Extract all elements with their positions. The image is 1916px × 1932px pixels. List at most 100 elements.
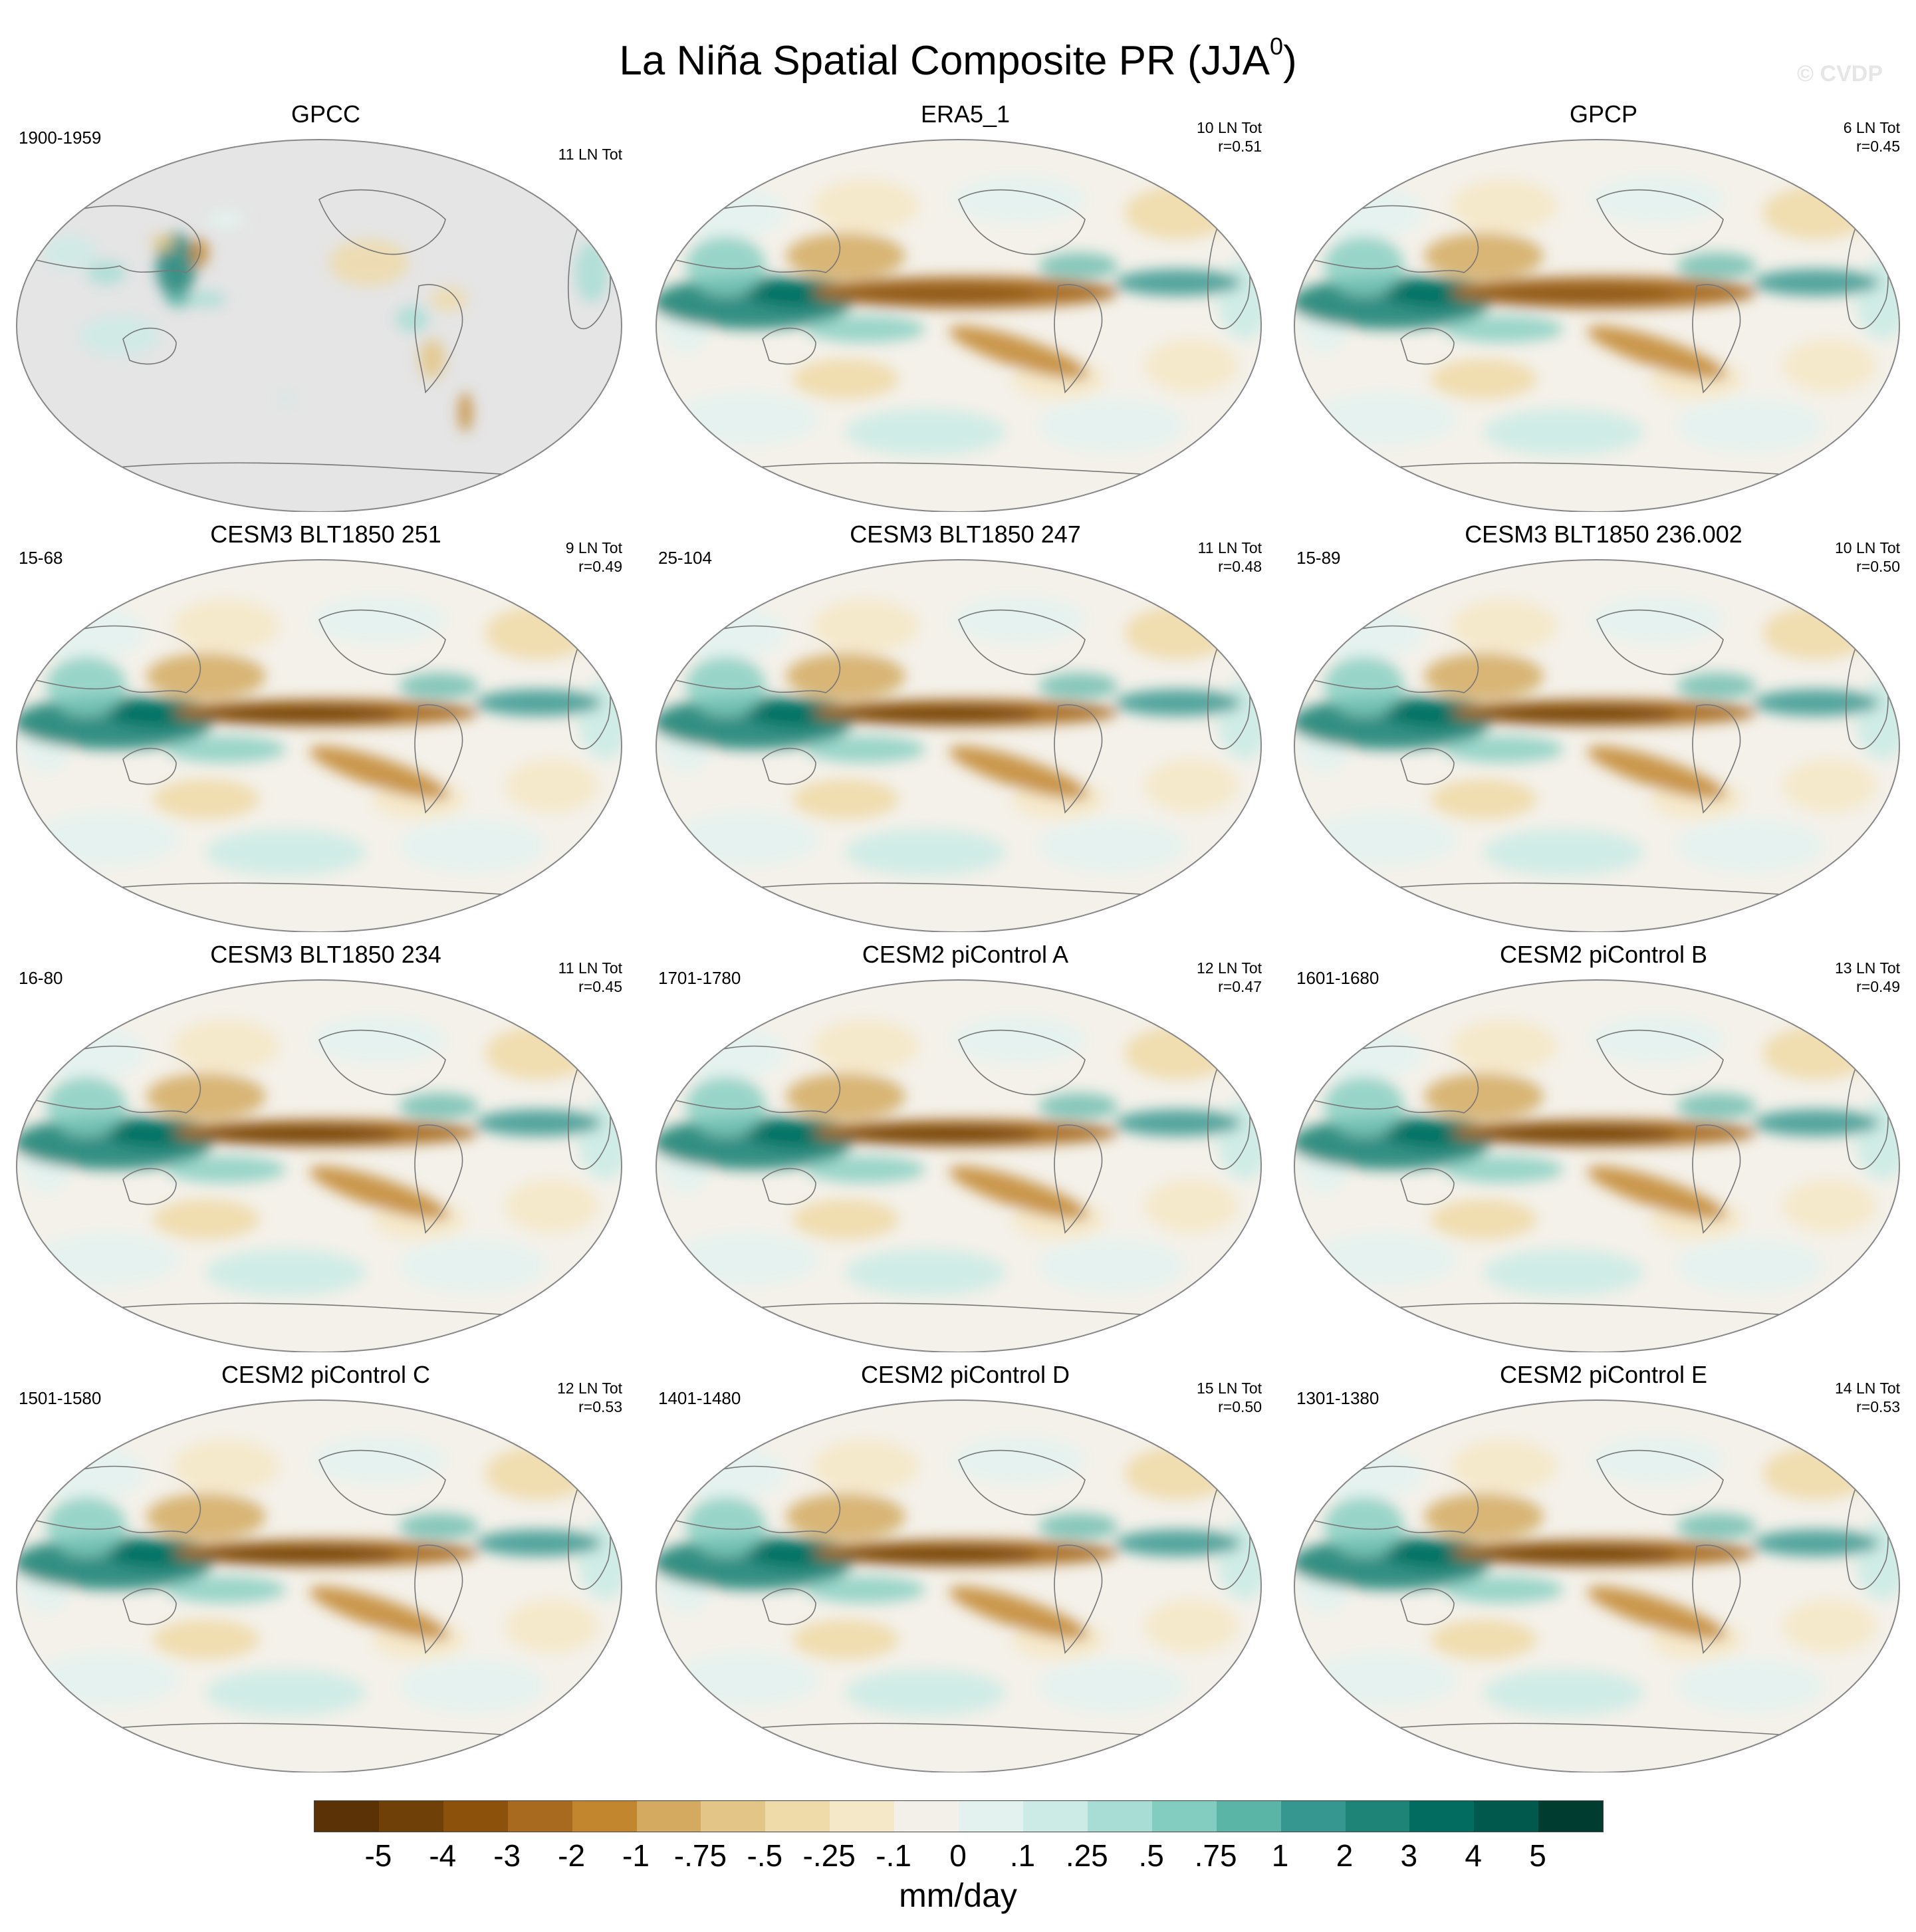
- ln-total: 6 LN Tot: [1843, 119, 1900, 136]
- map-field: [17, 140, 622, 512]
- map-field: [656, 140, 1261, 512]
- panel-stats: 12 LN Tot r=0.53: [557, 1379, 622, 1416]
- continent-outline: [414, 284, 463, 394]
- panel-title: CESM3 BLT1850 251: [210, 521, 441, 548]
- colorbar-tick-label: -5: [364, 1838, 392, 1873]
- colorbar-tick-label: .25: [1065, 1838, 1108, 1873]
- colorbar-tick-label: -.25: [802, 1838, 856, 1873]
- map-field: [17, 560, 622, 932]
- continent-outline: [122, 1167, 177, 1205]
- panel-years: 1301-1380: [1296, 1388, 1379, 1408]
- map-frame: [16, 1399, 622, 1772]
- map-panel-cesm2-a: CESM2 piControl A 1701-1780 12 LN Tot r=0.4…: [646, 940, 1284, 1352]
- colorbar-swatch: [1022, 1801, 1088, 1832]
- continent-outline: [672, 1465, 841, 1534]
- continent-outline: [1596, 189, 1724, 255]
- continent-outline: [672, 1045, 841, 1114]
- ln-total: 9 LN Tot: [565, 539, 622, 556]
- continent-outline: [318, 1029, 446, 1096]
- continent-outline: [672, 625, 841, 693]
- panel-title: CESM3 BLT1850 236.002: [1465, 521, 1742, 548]
- ln-total: 11 LN Tot: [1197, 539, 1262, 556]
- colorbar-tick-label: .75: [1194, 1838, 1237, 1873]
- map-field: [656, 980, 1261, 1352]
- panel-stats: 11 LN Tot r=0.45: [558, 959, 622, 996]
- map-panel-cesm3-247: CESM3 BLT1850 247 25-104 11 LN Tot r=0.48: [646, 520, 1284, 932]
- continent-outline: [762, 747, 816, 785]
- map-frame: [16, 979, 622, 1352]
- map-frame: [656, 979, 1262, 1352]
- continent-outline: [1692, 1124, 1741, 1234]
- world-map: [656, 139, 1262, 512]
- map-field: [1294, 140, 1899, 512]
- colorbar-swatch: [314, 1801, 379, 1832]
- pattern-correlation: r=0.50: [1218, 1398, 1262, 1415]
- panel-stats: 15 LN Tot r=0.50: [1197, 1379, 1262, 1416]
- world-map: [1294, 1399, 1900, 1772]
- map-frame: [1294, 139, 1900, 512]
- continent-outline: [762, 327, 816, 365]
- title-text: La Niña Spatial Composite PR (JJA: [619, 38, 1270, 84]
- colorbar-swatch: [1280, 1801, 1346, 1832]
- continent-outline: [958, 189, 1086, 255]
- panel-title: GPCC: [291, 100, 360, 128]
- panel-title: CESM2 piControl D: [860, 1361, 1070, 1388]
- continent-outline: [958, 1449, 1086, 1516]
- ln-total: 14 LN Tot: [1834, 1380, 1900, 1397]
- title-close-paren: ): [1283, 38, 1297, 84]
- colorbar-tick-label: -2: [558, 1838, 586, 1873]
- colorbar-tick-label: 3: [1400, 1838, 1418, 1873]
- map-frame: [16, 139, 622, 512]
- pattern-correlation: r=0.53: [578, 1398, 622, 1415]
- colorbar-swatch: [443, 1801, 508, 1832]
- colorbar-tick-labels: -5 -4 -3 -2 -1 -.75 -.5 -.25 -.1 0 .1 .25 .5 .75 1 2 3 4 5: [314, 1838, 1602, 1877]
- map-panel-cesm2-c: CESM2 piControl C 1501-1580 12 LN Tot r=0.5…: [7, 1360, 645, 1772]
- panel-title: GPCP: [1569, 100, 1638, 128]
- colorbar-swatch: [894, 1801, 959, 1832]
- map-panel-cesm3-234: CESM3 BLT1850 234 16-80 11 LN Tot r=0.45: [7, 940, 645, 1352]
- map-field: [656, 1400, 1261, 1772]
- ln-total: 10 LN Tot: [1196, 119, 1262, 136]
- continent-outline: [1310, 205, 1479, 273]
- continent-outline: [318, 609, 446, 675]
- colorbar: [314, 1800, 1604, 1832]
- world-map: [656, 1399, 1262, 1772]
- map-field: [1294, 560, 1899, 932]
- continent-outline: [1054, 1124, 1103, 1234]
- panel-years: 1401-1480: [658, 1388, 741, 1408]
- panel-years: 1501-1580: [19, 1388, 102, 1408]
- map-background: [17, 140, 622, 512]
- colorbar-tick-label: -.1: [876, 1838, 911, 1873]
- continent-outline: [1596, 1449, 1724, 1516]
- panel-years: 25-104: [658, 548, 712, 568]
- colorbar-swatch: [1409, 1801, 1475, 1832]
- continent-outline: [1054, 704, 1103, 814]
- continent-outline: [1400, 327, 1455, 365]
- map-panel-cesm3-251: CESM3 BLT1850 251 15-68 9 LN Tot r=0.49: [7, 520, 645, 932]
- panel-stats: 11 LN Tot r=0.48: [1198, 539, 1262, 576]
- world-map: [1294, 139, 1900, 512]
- ln-total: 11 LN Tot: [558, 146, 622, 163]
- map-field: [17, 1400, 622, 1772]
- colorbar-tick-label: 5: [1529, 1838, 1546, 1873]
- colorbar-swatch: [1216, 1801, 1281, 1832]
- colorbar-swatch: [1151, 1801, 1217, 1832]
- panel-years: 1900-1959: [19, 128, 102, 148]
- colorbar-tick-label: -3: [493, 1838, 521, 1873]
- continent-outline: [1400, 1167, 1455, 1205]
- colorbar-tick-label: 4: [1465, 1838, 1482, 1873]
- cvdp-watermark: © CVDP: [1797, 61, 1883, 86]
- pattern-correlation: r=0.45: [1856, 138, 1900, 155]
- ln-total: 12 LN Tot: [1196, 959, 1262, 977]
- map-panel-cesm2-d: CESM2 piControl D 1401-1480 15 LN Tot r=0.5…: [646, 1360, 1284, 1772]
- continent-outline: [1692, 1544, 1741, 1654]
- continent-outline: [958, 609, 1086, 675]
- continent-outline: [1310, 1045, 1479, 1114]
- world-map: [16, 1399, 622, 1772]
- world-map: [16, 979, 622, 1352]
- panel-stats: 13 LN Tot r=0.49: [1835, 959, 1900, 996]
- colorbar-tick-label: 2: [1336, 1838, 1354, 1873]
- ln-total: 10 LN Tot: [1834, 539, 1900, 556]
- pattern-correlation: r=0.49: [578, 558, 622, 575]
- continent-outline: [1400, 747, 1455, 785]
